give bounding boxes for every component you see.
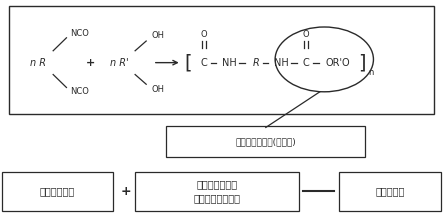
FancyBboxPatch shape: [2, 172, 113, 211]
Text: O: O: [303, 30, 309, 39]
FancyBboxPatch shape: [166, 126, 365, 157]
Text: +: +: [121, 185, 132, 198]
Text: O: O: [201, 30, 207, 39]
FancyBboxPatch shape: [339, 172, 441, 211]
Text: R: R: [253, 58, 260, 68]
Text: NH: NH: [274, 58, 289, 68]
Text: n: n: [369, 68, 374, 77]
Text: n R: n R: [30, 58, 46, 68]
FancyBboxPatch shape: [9, 6, 434, 114]
Text: 体形聚氧酯: 体形聚氧酯: [375, 186, 404, 196]
Text: 多元异氧酸酯: 多元异氧酸酯: [40, 186, 75, 196]
Text: OH: OH: [152, 31, 165, 40]
Text: 多羟基化合物及
端羟基聚醉、聚酯: 多羟基化合物及 端羟基聚醉、聚酯: [194, 179, 241, 203]
Text: C: C: [200, 58, 207, 68]
Text: OH: OH: [152, 85, 165, 94]
Text: 氨基甲酸酯基团(氨酯键): 氨基甲酸酯基团(氨酯键): [235, 137, 296, 146]
Text: NCO: NCO: [70, 29, 89, 38]
Text: OR'O: OR'O: [326, 58, 350, 68]
Text: ]: ]: [359, 53, 366, 72]
Text: +: +: [86, 58, 95, 68]
Text: [: [: [185, 53, 192, 72]
FancyBboxPatch shape: [135, 172, 299, 211]
Text: NCO: NCO: [70, 87, 89, 96]
Text: NH: NH: [222, 58, 237, 68]
Text: C: C: [303, 58, 310, 68]
Text: n R': n R': [110, 58, 129, 68]
